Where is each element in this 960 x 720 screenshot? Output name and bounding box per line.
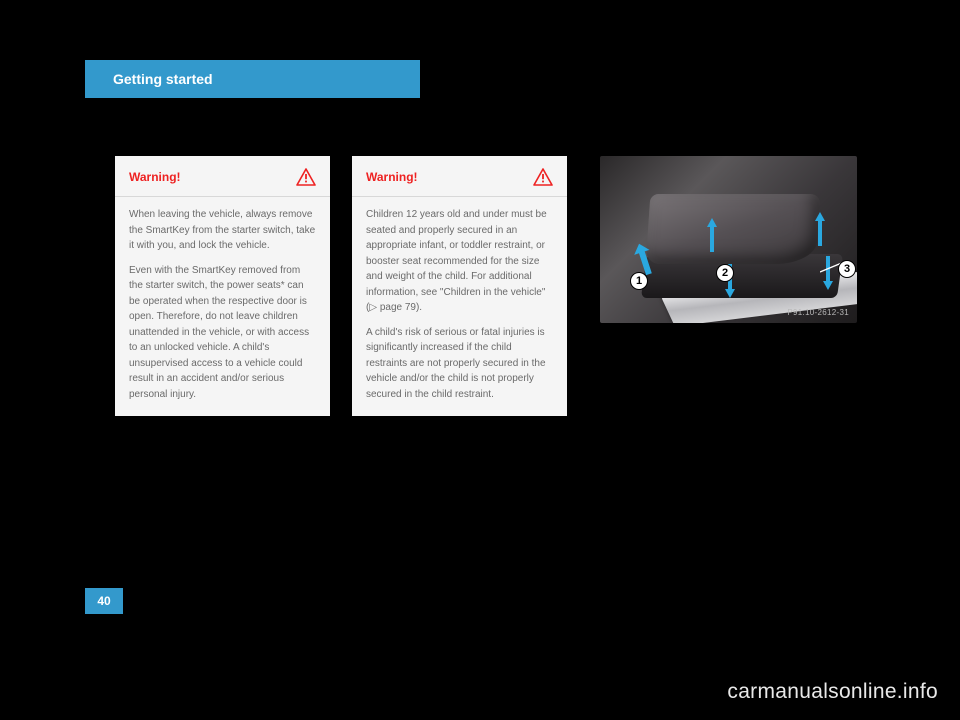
warning-box-left: Warning! When leaving the vehicle, alway… [115,156,330,416]
text-span: Children 12 years old and under must be … [366,209,547,313]
text-span: page 79). [377,302,422,313]
warning-triangle-icon [296,168,316,186]
warning-title: Warning! [366,170,418,184]
arrow-up-icon [706,218,718,252]
warning-paragraph: When leaving the vehicle, always remove … [129,207,316,254]
warning-body: When leaving the vehicle, always remove … [115,197,330,416]
page-number: 40 [97,594,110,608]
seat-adjustment-figure: 1 2 3 P91.10-2612-31 [600,156,857,323]
header-bar: Getting started [85,60,420,98]
warning-header: Warning! [115,156,330,197]
warning-header: Warning! [352,156,567,197]
arrow-up-icon [814,212,826,246]
page-number-badge: 40 [85,588,123,614]
warning-paragraph: Children 12 years old and under must be … [366,207,553,316]
watermark: carmanualsonline.info [727,680,938,704]
seat-cushion [646,194,821,264]
warning-body: Children 12 years old and under must be … [352,197,567,416]
figure-code: P91.10-2612-31 [787,308,849,317]
callout-3: 3 [838,260,856,278]
warning-paragraph: A child's risk of serious or fatal injur… [366,325,553,403]
warning-box-right: Warning! Children 12 years old and under… [352,156,567,416]
callout-1: 1 [630,272,648,290]
warning-title: Warning! [129,170,181,184]
warning-paragraph: Even with the SmartKey removed from the … [129,263,316,403]
header-title: Getting started [113,71,213,87]
page-ref-arrow-icon: ▷ [369,302,377,313]
callout-2: 2 [716,264,734,282]
warning-triangle-icon [533,168,553,186]
